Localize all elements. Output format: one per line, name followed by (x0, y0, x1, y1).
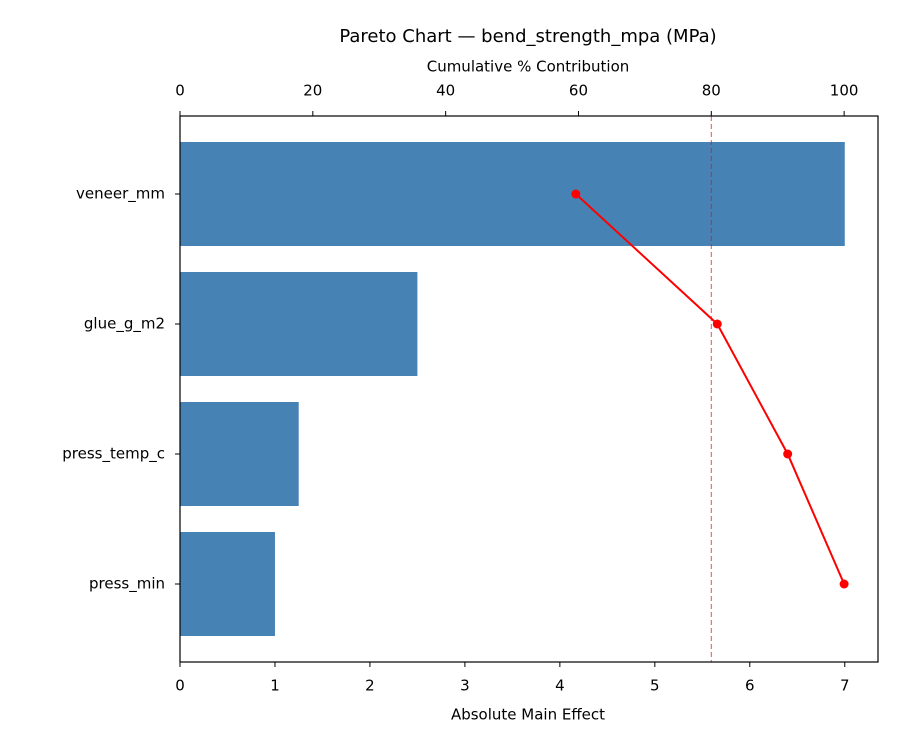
x2-tick-label: 40 (436, 82, 455, 100)
cumulative-point (839, 579, 849, 589)
x2-axis-label: Cumulative % Contribution (427, 58, 630, 76)
x-tick-label: 7 (840, 677, 850, 695)
x2-tick-label: 100 (830, 82, 859, 100)
x-tick-label: 3 (460, 677, 470, 695)
x-tick-label: 6 (745, 677, 755, 695)
x-axis-label: Absolute Main Effect (451, 706, 605, 724)
bar (180, 402, 299, 506)
y-tick-label: glue_g_m2 (84, 315, 165, 334)
cumulative-point (571, 189, 581, 199)
x2-tick-label: 20 (303, 82, 322, 100)
x-tick-label: 4 (555, 677, 565, 695)
x2-tick-label: 0 (175, 82, 185, 100)
cumulative-point (783, 449, 793, 459)
x2-tick-label: 80 (702, 82, 721, 100)
x2-tick-label: 60 (569, 82, 588, 100)
x-tick-label: 1 (270, 677, 280, 695)
y-tick-label: press_temp_c (62, 445, 165, 464)
bar (180, 272, 418, 376)
chart-title: Pareto Chart — bend_strength_mpa (MPa) (339, 26, 716, 47)
cumulative-point (712, 319, 722, 329)
x-tick-label: 0 (175, 677, 185, 695)
x-tick-label: 5 (650, 677, 660, 695)
bar (180, 142, 845, 246)
plot-frame (179, 115, 879, 663)
x-tick-label: 2 (365, 677, 375, 695)
bar (180, 532, 275, 636)
cumulative-line (575, 193, 846, 585)
y-tick-label: veneer_mm (76, 185, 165, 204)
y-tick-label: press_min (89, 575, 165, 594)
